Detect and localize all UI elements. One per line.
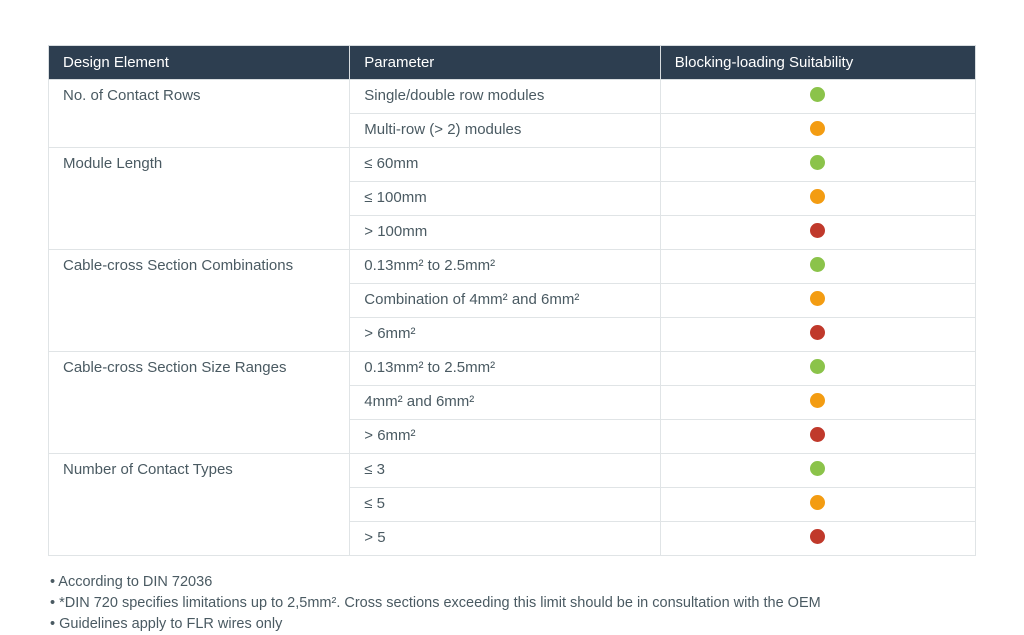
cell-design-element: Cable-cross Section Size Ranges (49, 352, 350, 454)
cell-parameter: 4mm² and 6mm² (350, 386, 661, 420)
cell-suitability (660, 420, 975, 454)
orange-status-icon (810, 495, 825, 510)
cell-suitability (660, 386, 975, 420)
cell-parameter: Single/double row modules (350, 80, 661, 114)
footnote-line: • Guidelines apply to FLR wires only (48, 614, 976, 635)
cell-parameter: > 5 (350, 522, 661, 556)
cell-design-element: Module Length (49, 148, 350, 250)
footnote-line: • *DIN 720 specifies limitations up to 2… (48, 593, 976, 614)
red-status-icon (810, 427, 825, 442)
footnote-line: • According to DIN 72036 (48, 572, 976, 593)
cell-parameter: > 100mm (350, 216, 661, 250)
cell-suitability (660, 250, 975, 284)
table-header-row: Design Element Parameter Blocking-loadin… (49, 46, 976, 80)
orange-status-icon (810, 189, 825, 204)
cell-parameter: > 6mm² (350, 318, 661, 352)
red-status-icon (810, 529, 825, 544)
cell-parameter: ≤ 5 (350, 488, 661, 522)
green-status-icon (810, 87, 825, 102)
header-parameter: Parameter (350, 46, 661, 80)
header-design-element: Design Element (49, 46, 350, 80)
cell-suitability (660, 148, 975, 182)
cell-parameter: Combination of 4mm² and 6mm² (350, 284, 661, 318)
green-status-icon (810, 155, 825, 170)
table-row: Number of Contact Types≤ 3 (49, 454, 976, 488)
cell-parameter: ≤ 60mm (350, 148, 661, 182)
table-row: No. of Contact RowsSingle/double row mod… (49, 80, 976, 114)
cell-suitability (660, 454, 975, 488)
cell-suitability (660, 488, 975, 522)
cell-suitability (660, 80, 975, 114)
cell-suitability (660, 216, 975, 250)
green-status-icon (810, 359, 825, 374)
cell-suitability (660, 114, 975, 148)
cell-parameter: > 6mm² (350, 420, 661, 454)
cell-parameter: 0.13mm² to 2.5mm² (350, 352, 661, 386)
cell-suitability (660, 522, 975, 556)
green-status-icon (810, 257, 825, 272)
cell-parameter: ≤ 100mm (350, 182, 661, 216)
table-row: Module Length≤ 60mm (49, 148, 976, 182)
cell-parameter: Multi-row (> 2) modules (350, 114, 661, 148)
suitability-table: Design Element Parameter Blocking-loadin… (48, 45, 976, 556)
cell-parameter: 0.13mm² to 2.5mm² (350, 250, 661, 284)
green-status-icon (810, 461, 825, 476)
footnotes: • According to DIN 72036• *DIN 720 speci… (48, 572, 976, 635)
cell-design-element: Number of Contact Types (49, 454, 350, 556)
table-row: Cable-cross Section Size Ranges0.13mm² t… (49, 352, 976, 386)
orange-status-icon (810, 291, 825, 306)
table-row: Cable-cross Section Combinations0.13mm² … (49, 250, 976, 284)
red-status-icon (810, 325, 825, 340)
cell-suitability (660, 284, 975, 318)
red-status-icon (810, 223, 825, 238)
cell-suitability (660, 352, 975, 386)
orange-status-icon (810, 393, 825, 408)
cell-parameter: ≤ 3 (350, 454, 661, 488)
cell-suitability (660, 318, 975, 352)
cell-design-element: Cable-cross Section Combinations (49, 250, 350, 352)
cell-suitability (660, 182, 975, 216)
header-suitability: Blocking-loading Suitability (660, 46, 975, 80)
cell-design-element: No. of Contact Rows (49, 80, 350, 148)
orange-status-icon (810, 121, 825, 136)
